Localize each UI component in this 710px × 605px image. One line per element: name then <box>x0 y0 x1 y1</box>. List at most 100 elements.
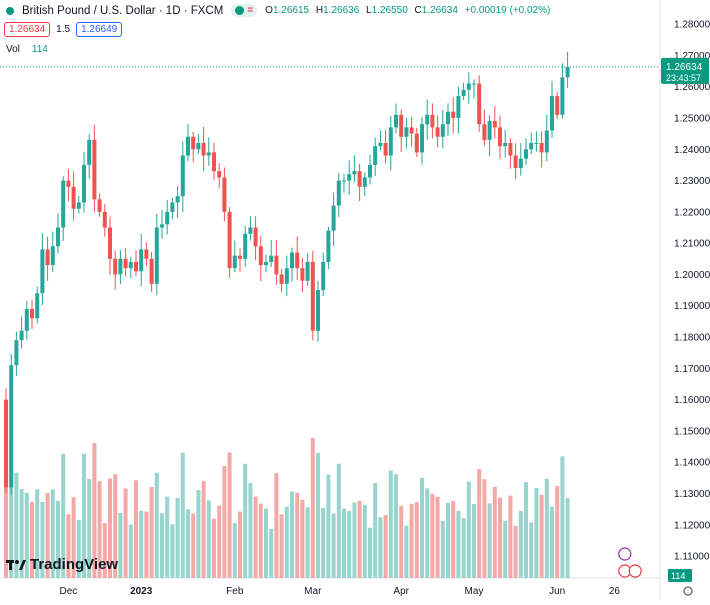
sell-button[interactable]: 1.26634 <box>4 22 51 37</box>
y-tick-label: 1.12000 <box>674 520 710 531</box>
volume-bar <box>492 486 497 578</box>
candle-body <box>352 171 357 175</box>
volume-bar <box>243 463 248 578</box>
eye-icon[interactable] <box>235 6 245 15</box>
volume-bar <box>394 474 398 578</box>
y-tick-label: 1.24000 <box>674 145 710 156</box>
tradingview-logo[interactable]: TradingView <box>6 556 118 573</box>
bid-ask-row: 1.26634 1.5 1.26649 <box>4 22 123 37</box>
candle-body <box>326 230 331 262</box>
volume-bar <box>560 456 565 578</box>
candle-body <box>128 261 133 269</box>
candle-body <box>97 199 102 212</box>
candle-body <box>560 77 565 115</box>
symbol-header: British Pound / U.S. Dollar · 1D · FXCM … <box>6 4 554 17</box>
candle-body <box>123 258 128 269</box>
candle-body <box>451 111 456 118</box>
spread-value: 1.5 <box>56 24 71 35</box>
volume-bar <box>430 493 435 578</box>
candle-body <box>227 211 232 269</box>
volume-bar <box>300 499 305 578</box>
candle-body <box>118 258 123 275</box>
volume-bar <box>321 507 326 578</box>
candle-body <box>508 143 513 156</box>
candle-body <box>435 127 440 137</box>
volume-bar <box>102 523 107 578</box>
candle-body <box>300 268 305 281</box>
volume-bar <box>118 512 123 578</box>
x-tick-label: May <box>465 586 484 597</box>
candle-body <box>524 149 528 159</box>
volume-bar <box>336 463 341 578</box>
volume-value: 114 <box>31 44 48 55</box>
volume-bar <box>503 520 508 578</box>
volume-bar <box>61 453 66 578</box>
volume-bar <box>435 496 440 578</box>
volume-bar <box>451 501 456 578</box>
symbol-title[interactable]: British Pound / U.S. Dollar · 1D · FXCM <box>22 4 224 17</box>
candle-body <box>139 249 144 272</box>
volume-bar <box>555 485 560 578</box>
volume-bar <box>342 508 346 578</box>
volume-bar <box>258 503 263 578</box>
volume-label[interactable]: Vol <box>6 44 20 55</box>
volume-bar <box>477 469 482 578</box>
settings-icon <box>683 586 693 596</box>
volume-tag-value: 114 <box>671 571 685 581</box>
volume-bar <box>154 472 159 578</box>
volume-bar <box>232 523 237 578</box>
candle-body <box>430 114 435 128</box>
candle-body <box>170 202 175 212</box>
volume-bar <box>165 496 170 578</box>
volume-bar <box>404 525 409 578</box>
volume-bar <box>40 501 45 578</box>
candle-body <box>331 205 336 231</box>
volume-bar <box>461 518 466 578</box>
candle-body <box>409 127 414 134</box>
candle-body <box>295 252 300 269</box>
volume-bar <box>238 511 242 578</box>
volume-legend: Vol 114 <box>6 44 48 55</box>
volume-bar <box>56 500 60 578</box>
volume-bar <box>160 513 164 578</box>
volume-bar <box>66 514 71 578</box>
candle-body <box>565 66 570 78</box>
volume-bar <box>534 487 539 578</box>
candle-body <box>550 96 554 131</box>
x-tick-label: 26 <box>609 586 621 597</box>
candle-body <box>477 83 482 125</box>
candle-body <box>71 186 76 209</box>
equal-icon[interactable]: = <box>247 5 254 16</box>
x-tick-label: Dec <box>60 586 78 597</box>
candle-body <box>461 89 466 97</box>
volume-bar <box>446 502 450 578</box>
candle-body <box>362 177 367 187</box>
visibility-toggle[interactable]: = <box>231 4 258 17</box>
candle-body <box>310 261 315 331</box>
volume-bar <box>92 442 97 578</box>
candle-body <box>274 255 279 275</box>
volume-bar <box>19 489 24 578</box>
candle-body <box>446 111 450 125</box>
volume-bar <box>264 508 268 578</box>
candle-body <box>404 127 409 137</box>
y-tick-label: 1.23000 <box>674 176 710 187</box>
candle-body <box>316 290 320 331</box>
volume-bar <box>175 497 180 578</box>
candle-body <box>440 124 445 137</box>
candle-body <box>378 143 383 147</box>
volume-bar <box>352 502 357 578</box>
volume-bar <box>513 525 518 578</box>
candle-body <box>50 246 55 266</box>
volume-bar <box>139 510 144 578</box>
candle-body <box>529 143 534 150</box>
candle-body <box>35 293 40 319</box>
y-tick-label: 1.20000 <box>674 270 710 281</box>
ohlc-values: O1.26615 H1.26636 L1.26550 C1.26634 +0.0… <box>265 5 551 16</box>
candle-body <box>76 202 81 209</box>
volume-bar <box>373 482 378 578</box>
buy-button[interactable]: 1.26649 <box>76 22 123 37</box>
candle-body <box>232 255 237 269</box>
